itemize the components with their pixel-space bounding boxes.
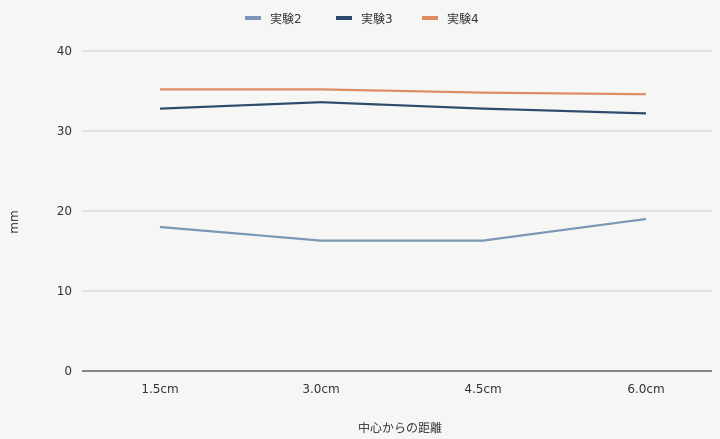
legend-label: 実験3 bbox=[361, 11, 393, 26]
series-line-2 bbox=[159, 101, 647, 115]
y-tick-label: 10 bbox=[57, 284, 72, 298]
y-axis-title: mm bbox=[7, 210, 21, 233]
series-line-3 bbox=[160, 88, 647, 96]
legend-swatch bbox=[422, 16, 438, 20]
legend-item: 実験4 bbox=[422, 11, 479, 26]
legend-item: 実験3 bbox=[336, 11, 393, 26]
y-tick-label: 30 bbox=[57, 124, 72, 138]
legend-label: 実験4 bbox=[447, 11, 479, 26]
x-tick-label: 1.5cm bbox=[141, 382, 178, 396]
x-axis-ticks: 1.5cm 3.0cm 4.5cm 6.0cm bbox=[141, 382, 664, 396]
legend-swatch bbox=[336, 16, 352, 20]
y-tick-label: 0 bbox=[64, 364, 72, 378]
legend-item: 実験2 bbox=[245, 11, 302, 26]
series-line-1 bbox=[159, 217, 647, 242]
x-tick-label: 3.0cm bbox=[302, 382, 339, 396]
legend-swatch bbox=[245, 16, 261, 20]
gridlines bbox=[82, 50, 712, 292]
y-tick-label: 40 bbox=[57, 44, 72, 58]
series-lines bbox=[159, 88, 647, 242]
x-tick-label: 4.5cm bbox=[464, 382, 501, 396]
legend-label: 実験2 bbox=[270, 11, 302, 26]
y-tick-label: 20 bbox=[57, 204, 72, 218]
x-tick-label: 6.0cm bbox=[627, 382, 664, 396]
y-axis-ticks: 0 10 20 30 40 bbox=[57, 44, 72, 378]
x-axis-title: 中心からの距離 bbox=[358, 420, 442, 435]
legend: 実験2 実験3 実験4 bbox=[245, 11, 479, 26]
